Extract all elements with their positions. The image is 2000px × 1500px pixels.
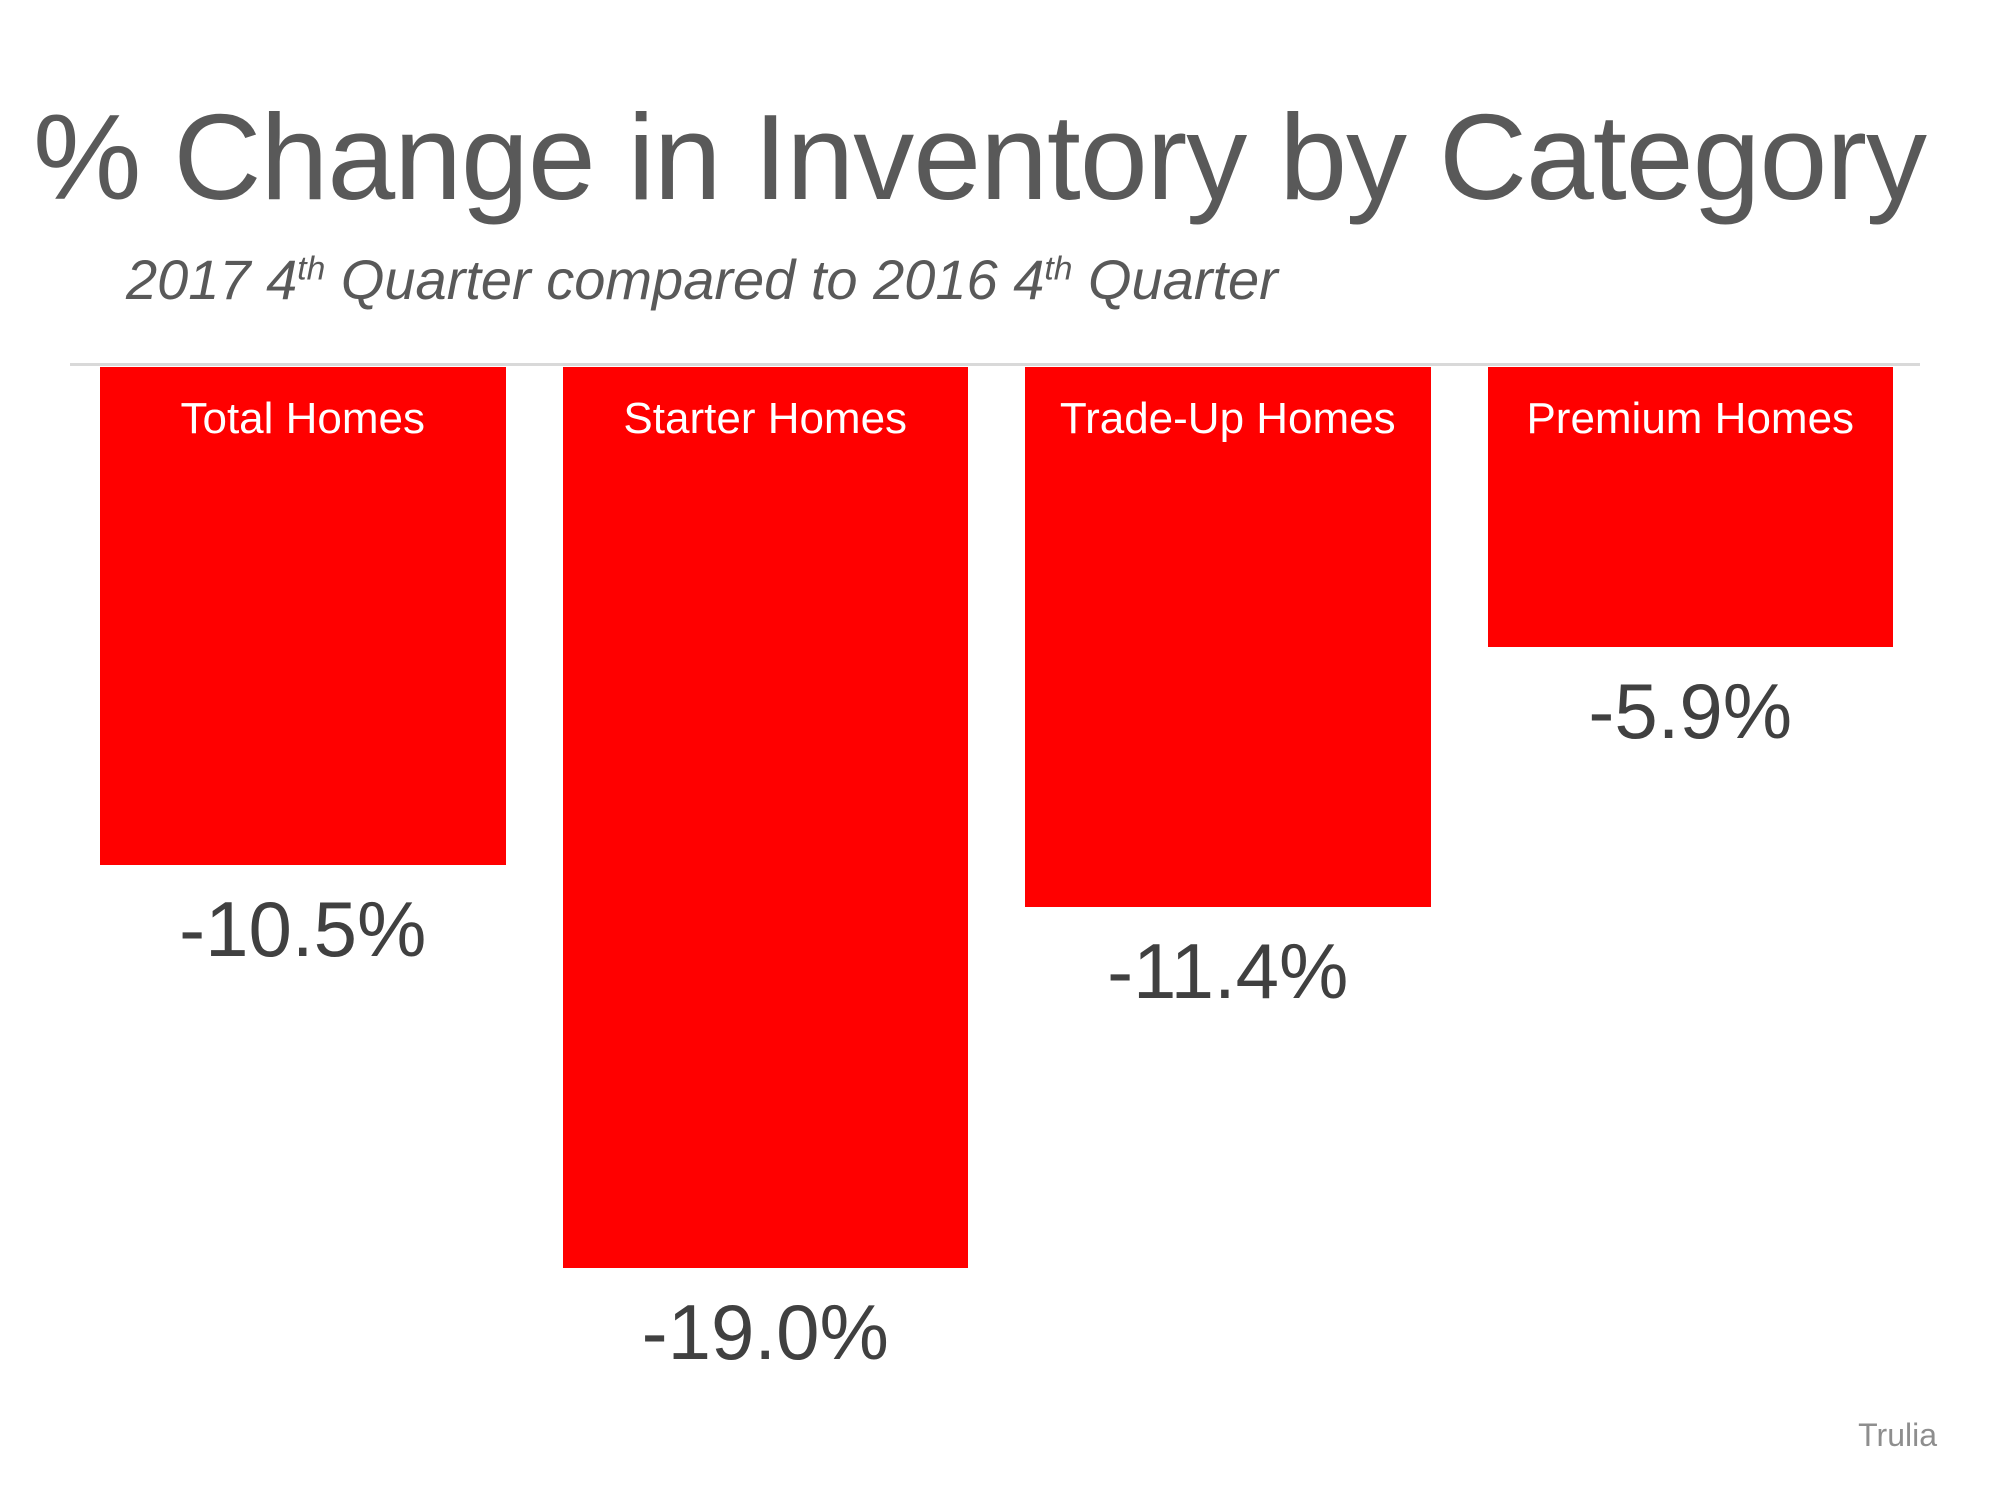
bar: Starter Homes <box>562 367 968 1268</box>
source-attribution: Trulia <box>1858 1417 1937 1453</box>
bar-category-label: Trade-Up Homes <box>1059 394 1396 443</box>
subtitle-text: Quarter compared to 2016 4 <box>325 248 1045 311</box>
bar: Premium Homes <box>1487 367 1893 647</box>
subtitle-superscript: th <box>1044 250 1073 288</box>
chart-subtitle: 2017 4th Quarter compared to 2016 4th Qu… <box>126 252 1278 308</box>
bar-value-label: -10.5% <box>179 885 427 973</box>
subtitle-superscript: th <box>297 250 326 288</box>
bar-column-total-homes: Total Homes -10.5% <box>100 367 506 975</box>
bar-column-premium-homes: Premium Homes -5.9% <box>1487 367 1893 757</box>
bar-value-label: -11.4% <box>1107 927 1349 1015</box>
bar-category-label: Premium Homes <box>1526 394 1855 443</box>
bar-category-label: Total Homes <box>180 394 426 443</box>
bar: Trade-Up Homes <box>1025 367 1431 907</box>
subtitle-text: 2017 4 <box>126 248 298 311</box>
bar-column-starter-homes: Starter Homes -19.0% <box>562 367 968 1378</box>
chart-title: % Change in Inventory by Category <box>33 89 1927 225</box>
bar-value-label: -19.0% <box>641 1288 889 1376</box>
bar-category-label: Starter Homes <box>623 394 908 443</box>
bar: Total Homes <box>100 367 506 865</box>
baseline-axis <box>70 363 1920 366</box>
bar-value-label: -5.9% <box>1588 667 1793 755</box>
bar-chart: Total Homes -10.5% Starter Homes -19.0% … <box>100 367 1893 1378</box>
bar-column-trade-up-homes: Trade-Up Homes -11.4% <box>1025 367 1431 1017</box>
subtitle-text: Quarter <box>1072 248 1278 311</box>
